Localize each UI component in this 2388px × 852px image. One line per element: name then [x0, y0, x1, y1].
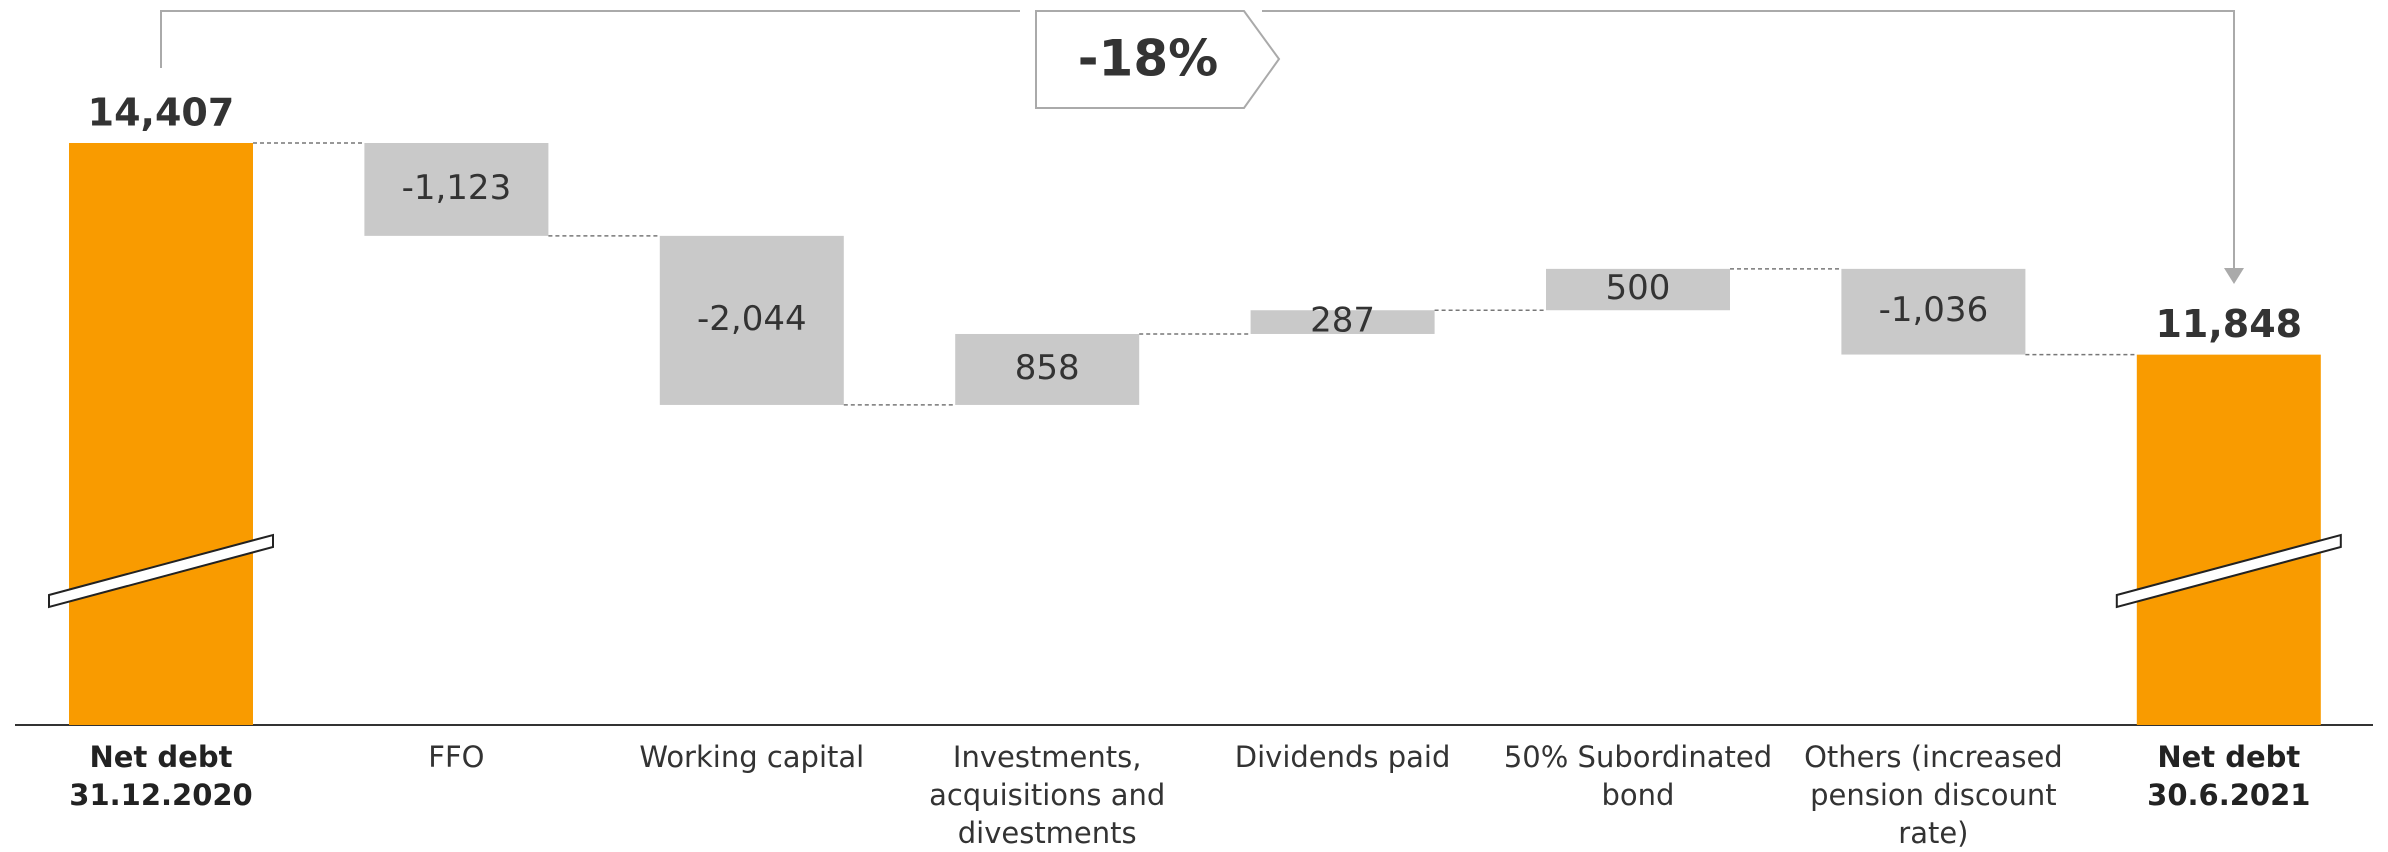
value-label: 14,407: [88, 90, 235, 134]
x-tick-label: Net debt 30.6.2021: [2147, 740, 2311, 812]
delta-bar: [364, 142, 549, 236]
x-tick-label: Dividends paid: [1234, 740, 1451, 774]
value-label: -1,123: [402, 168, 512, 208]
value-label: 500: [1606, 268, 1671, 308]
axis-break: [2115, 533, 2342, 609]
delta-bar: [1841, 268, 2026, 355]
change-bracket: [160, 10, 2235, 270]
delta-bar: [659, 235, 844, 405]
x-tick-label: Working capital: [639, 740, 865, 774]
x-tick-label: FFO: [428, 740, 485, 774]
delta-bar: [955, 333, 1140, 405]
value-label: -2,044: [697, 299, 807, 339]
delta-bar: [1250, 310, 1435, 334]
change-arrow: [2224, 268, 2244, 284]
x-tick-label: Others (increased pension discount rate): [1804, 740, 2063, 850]
change-box: [1035, 10, 1281, 109]
axis-break: [48, 533, 274, 609]
x-tick-label: Net debt 31.12.2020: [69, 740, 253, 812]
total-bar: [2136, 354, 2321, 725]
x-tick-label: 50% Subordinated bond: [1503, 740, 1773, 812]
change-label: -18%: [1078, 30, 1218, 88]
value-label: 11,848: [2155, 302, 2302, 346]
x-tick-label: Investments, acquisitions and divestment…: [929, 740, 1166, 850]
total-bar: [69, 142, 253, 725]
value-label: 287: [1310, 301, 1375, 341]
value-label: -1,036: [1879, 290, 1989, 330]
value-label: 858: [1015, 348, 1080, 388]
delta-bar: [1546, 268, 1730, 311]
